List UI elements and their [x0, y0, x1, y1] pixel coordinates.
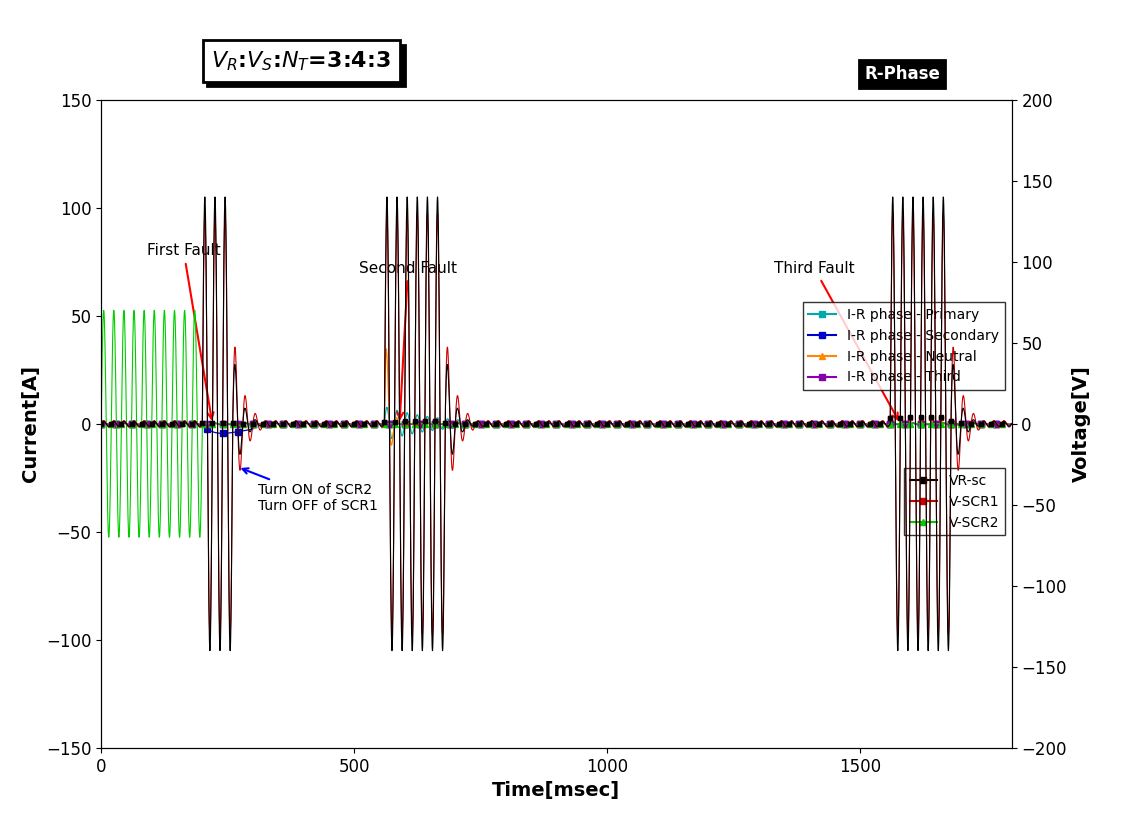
- I-R phase - Primary: [919, 419, 933, 429]
- I-R phase - Third: [1003, 420, 1016, 430]
- I-R phase - Neutral: [169, 418, 182, 428]
- I-R phase - Primary: [380, 402, 393, 412]
- Line: I-R phase - Secondary: I-R phase - Secondary: [99, 420, 1014, 436]
- Text: Turn ON of SCR2
Turn OFF of SCR1: Turn ON of SCR2 Turn OFF of SCR1: [243, 469, 378, 514]
- V-SCR1: [169, 416, 182, 426]
- VR-sc: [169, 417, 182, 427]
- I-R phase - Primary: [386, 434, 399, 444]
- Text: $V_R$:$V_S$:$N_T$=3:4:3: $V_R$:$V_S$:$N_T$=3:4:3: [216, 53, 396, 77]
- Legend: VR-sc, V-SCR1, V-SCR2: VR-sc, V-SCR1, V-SCR2: [904, 468, 1005, 535]
- I-R phase - Secondary: [192, 420, 206, 430]
- V-SCR1: [942, 629, 955, 639]
- V-SCR1: [137, 416, 151, 425]
- I-R phase - Third: [192, 419, 206, 429]
- V-SCR2: [102, 532, 116, 542]
- I-R phase - Third: [707, 419, 720, 429]
- V-SCR2: [689, 420, 702, 430]
- VR-sc: [1005, 419, 1018, 429]
- V-SCR1: [191, 420, 205, 430]
- I-R phase - Primary: [169, 418, 182, 428]
- V-SCR2: [94, 419, 108, 429]
- VR-sc: [942, 646, 955, 656]
- I-R phase - Neutral: [919, 419, 933, 429]
- I-R phase - Primary: [137, 418, 151, 428]
- I-R phase - Primary: [1005, 419, 1018, 429]
- V-SCR1: [707, 420, 720, 430]
- I-R phase - Secondary: [169, 418, 182, 428]
- I-R phase - Primary: [191, 420, 205, 430]
- I-R phase - Secondary: [137, 418, 151, 428]
- I-R phase - Primary: [94, 419, 108, 429]
- V-SCR2: [97, 306, 110, 316]
- I-R phase - Third: [1005, 419, 1018, 429]
- I-R phase - Third: [137, 418, 151, 428]
- I-R phase - Neutral: [707, 419, 720, 429]
- Y-axis label: Current[A]: Current[A]: [21, 366, 40, 482]
- I-R phase - Secondary: [919, 419, 933, 429]
- Text: First Fault: First Fault: [146, 243, 220, 419]
- Line: V-SCR1: V-SCR1: [99, 211, 1014, 637]
- Text: $V_R$:$V_S$:$N_T$=3:4:3: $V_R$:$V_S$:$N_T$=3:4:3: [211, 49, 391, 72]
- Text: R-Phase: R-Phase: [864, 65, 941, 83]
- I-R phase - Secondary: [216, 428, 229, 438]
- Line: I-R phase - Third: I-R phase - Third: [99, 420, 1014, 427]
- VR-sc: [707, 419, 720, 429]
- V-SCR2: [169, 342, 182, 352]
- V-SCR1: [94, 419, 108, 429]
- VR-sc: [919, 481, 933, 491]
- Line: VR-sc: VR-sc: [99, 194, 1014, 653]
- I-R phase - Third: [689, 419, 702, 429]
- Line: V-SCR2: V-SCR2: [99, 307, 1014, 540]
- I-R phase - Third: [169, 419, 182, 429]
- X-axis label: Time[msec]: Time[msec]: [492, 781, 620, 800]
- I-R phase - Secondary: [707, 419, 720, 429]
- Y-axis label: Voltage[V]: Voltage[V]: [1072, 366, 1091, 482]
- I-R phase - Secondary: [1005, 419, 1018, 429]
- V-SCR2: [707, 419, 720, 429]
- I-R phase - Primary: [707, 419, 720, 429]
- I-R phase - Neutral: [689, 420, 702, 430]
- I-R phase - Primary: [689, 420, 702, 430]
- Text: Third Fault: Third Fault: [773, 261, 898, 420]
- Line: I-R phase - Neutral: I-R phase - Neutral: [99, 346, 1014, 448]
- V-SCR1: [1005, 419, 1018, 429]
- V-SCR1: [919, 477, 933, 487]
- V-SCR2: [919, 419, 933, 429]
- Line: I-R phase - Primary: I-R phase - Primary: [99, 405, 1014, 441]
- I-R phase - Secondary: [94, 419, 108, 429]
- Text: Second Fault: Second Fault: [360, 261, 457, 419]
- I-R phase - Third: [919, 419, 933, 429]
- I-R phase - Third: [97, 418, 110, 428]
- I-R phase - Neutral: [94, 419, 108, 429]
- VR-sc: [137, 416, 151, 426]
- V-SCR1: [936, 209, 950, 219]
- I-R phase - Neutral: [191, 419, 205, 429]
- I-R phase - Secondary: [689, 420, 702, 430]
- VR-sc: [689, 421, 702, 431]
- VR-sc: [94, 419, 108, 429]
- V-SCR2: [192, 497, 206, 507]
- I-R phase - Neutral: [137, 418, 151, 428]
- V-SCR1: [689, 422, 702, 432]
- V-SCR2: [1005, 419, 1018, 429]
- I-R phase - Neutral: [384, 440, 398, 450]
- VR-sc: [191, 420, 205, 430]
- I-R phase - Third: [94, 419, 108, 429]
- VR-sc: [936, 192, 950, 202]
- I-R phase - Neutral: [1005, 419, 1018, 429]
- I-R phase - Secondary: [97, 418, 110, 428]
- V-SCR2: [137, 308, 151, 318]
- I-R phase - Neutral: [380, 344, 393, 354]
